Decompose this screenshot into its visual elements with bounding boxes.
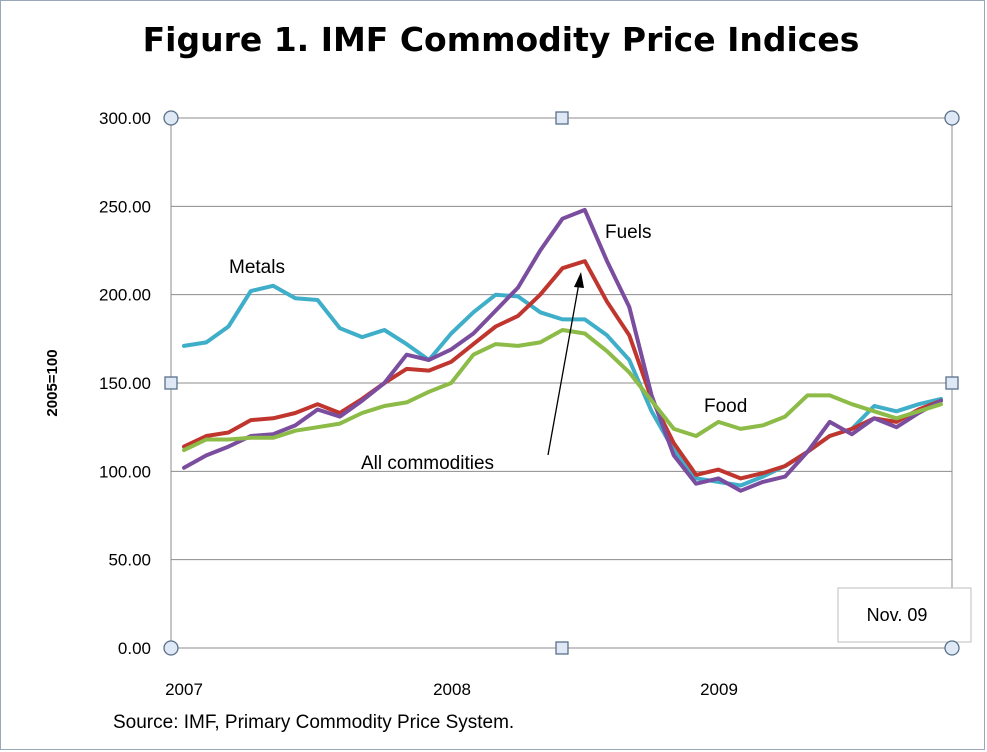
- resize-handle-right[interactable]: [945, 376, 959, 390]
- resize-handle-top[interactable]: [555, 111, 569, 125]
- y-tick-label: 0.00: [118, 639, 151, 658]
- annotation-metals: Metals: [229, 257, 285, 278]
- resize-handle-bottom-right[interactable]: [944, 640, 960, 656]
- x-tick-label: 2009: [700, 680, 738, 699]
- resize-handle-bottom[interactable]: [555, 641, 569, 655]
- y-tick-labels: 0.00 50.00 100.00 150.00 200.00 250.00 300.00: [99, 109, 151, 658]
- x-tick-label: 2008: [433, 680, 471, 699]
- resize-handle-bottom-left[interactable]: [163, 640, 179, 656]
- series-line-all-commodities: [182, 259, 943, 481]
- annotation-fuels: Fuels: [605, 222, 651, 243]
- resize-handle-top-right[interactable]: [944, 110, 960, 126]
- annotation-arrow: [547, 272, 584, 456]
- selection-handles[interactable]: [163, 110, 960, 656]
- y-tick-label: 50.00: [108, 551, 151, 570]
- y-tick-label: 150.00: [99, 374, 151, 393]
- series-lines: [182, 207, 943, 493]
- series-line-metals: [182, 283, 943, 488]
- series-line-food: [182, 328, 943, 453]
- note-text: Nov. 09: [867, 605, 928, 625]
- annotation-all-commodities: All commodities: [361, 453, 494, 474]
- resize-handle-left[interactable]: [164, 376, 178, 390]
- y-tick-label: 100.00: [99, 462, 151, 481]
- y-tick-label: 200.00: [99, 286, 151, 305]
- y-axis-label: 2005=100: [44, 349, 61, 416]
- y-tick-label: 300.00: [99, 109, 151, 128]
- x-tick-labels: 2007 2008 2009: [165, 680, 738, 699]
- annotation-food: Food: [704, 396, 747, 417]
- chart-title: Figure 1. IMF Commodity Price Indices: [143, 20, 860, 59]
- note-box: Nov. 09: [837, 587, 972, 643]
- series-line-fuels: [182, 207, 943, 493]
- source-note: Source: IMF, Primary Commodity Price Sys…: [113, 712, 514, 733]
- x-tick-label: 2007: [165, 680, 203, 699]
- y-tick-label: 250.00: [99, 197, 151, 216]
- resize-handle-top-left[interactable]: [163, 110, 179, 126]
